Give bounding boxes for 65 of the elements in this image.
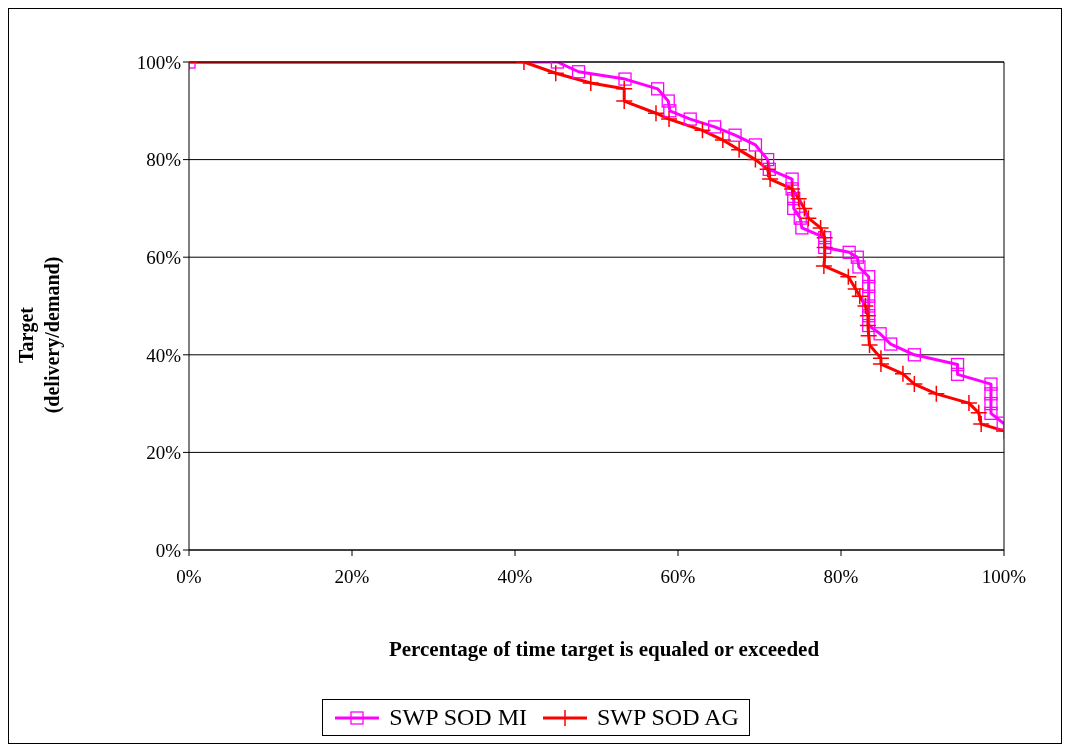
point [683, 112, 697, 126]
point [746, 150, 765, 169]
point [984, 387, 998, 401]
point [852, 260, 866, 274]
y-tick-label: 40% [146, 344, 182, 366]
point [660, 110, 678, 128]
point [647, 104, 665, 122]
point [787, 201, 801, 216]
point [728, 128, 742, 142]
legend-label: SWP SOD AG [596, 704, 739, 731]
point [860, 336, 879, 354]
point [618, 72, 632, 86]
point [884, 337, 898, 351]
x-tick-label: 40% [497, 566, 533, 588]
x-tick-label: 0% [176, 566, 202, 588]
point [842, 245, 856, 259]
point [950, 357, 965, 372]
point [984, 396, 998, 411]
point [571, 65, 586, 79]
point [907, 348, 921, 362]
point [984, 377, 998, 391]
point [850, 250, 864, 264]
point [862, 289, 876, 303]
x-tick-label: 100% [981, 566, 1027, 588]
point [873, 327, 887, 341]
point [799, 209, 818, 227]
point [758, 160, 777, 179]
y-axis-title: Target (delivery/demand) [14, 256, 65, 414]
y-tick-label: 0% [155, 539, 182, 561]
point [730, 141, 748, 159]
x-tick-label: 60% [660, 566, 696, 588]
point [761, 152, 775, 167]
point [787, 191, 801, 206]
point [663, 104, 677, 118]
legend-label: SWP SOD MI [388, 704, 527, 731]
point [894, 365, 912, 383]
point [547, 64, 565, 82]
point [862, 279, 876, 294]
point [862, 270, 876, 284]
point [661, 94, 675, 108]
point [785, 172, 799, 186]
point [793, 211, 807, 225]
point [761, 170, 779, 188]
point [950, 367, 965, 381]
x-tick-label: 20% [334, 566, 370, 588]
point [795, 221, 809, 235]
point [927, 385, 946, 403]
point [862, 299, 876, 313]
point [811, 219, 830, 237]
point [650, 82, 665, 96]
y-tick-label: 80% [146, 149, 182, 171]
point [905, 375, 924, 393]
y-tick-label: 60% [146, 246, 182, 268]
point [762, 162, 776, 177]
point [846, 280, 865, 298]
point [693, 121, 712, 140]
point [984, 406, 998, 421]
point [839, 267, 858, 286]
x-axis-title: Percentage of time target is equaled or exceeded [387, 637, 821, 662]
y-tick-label: 20% [146, 442, 182, 464]
point [708, 120, 722, 134]
y-tick-label: 100% [136, 51, 182, 73]
point [748, 138, 763, 152]
point [714, 131, 732, 149]
x-tick-label: 80% [823, 566, 859, 588]
